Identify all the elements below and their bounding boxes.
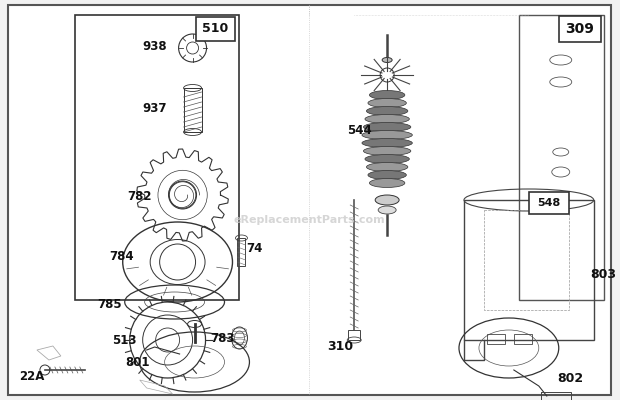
Text: 310: 310: [327, 340, 353, 352]
Bar: [514, 334, 532, 344]
Ellipse shape: [368, 98, 406, 108]
Bar: [519, 15, 604, 300]
Ellipse shape: [365, 154, 409, 164]
Text: 513: 513: [112, 334, 137, 346]
Text: 782: 782: [128, 190, 152, 202]
Bar: [487, 334, 505, 344]
Text: 803: 803: [591, 268, 617, 282]
Text: eReplacementParts.com: eReplacementParts.com: [234, 215, 385, 225]
Bar: [184, 88, 202, 132]
Ellipse shape: [366, 106, 408, 116]
Ellipse shape: [382, 58, 392, 62]
Text: 74: 74: [246, 242, 263, 254]
Ellipse shape: [366, 162, 408, 172]
Ellipse shape: [362, 130, 412, 140]
Bar: [195, 17, 236, 41]
Text: 938: 938: [143, 40, 167, 54]
Bar: [559, 16, 601, 42]
Text: 309: 309: [565, 22, 594, 36]
Ellipse shape: [378, 206, 396, 214]
Ellipse shape: [370, 178, 405, 188]
Text: 801: 801: [125, 356, 150, 368]
Bar: [237, 238, 246, 266]
Bar: [75, 15, 239, 300]
Ellipse shape: [363, 146, 411, 156]
Ellipse shape: [363, 122, 411, 132]
Text: 22A: 22A: [19, 370, 45, 382]
Text: 785: 785: [97, 298, 122, 310]
Ellipse shape: [368, 170, 406, 180]
Text: 784: 784: [109, 250, 134, 262]
Bar: [484, 210, 569, 310]
Ellipse shape: [365, 114, 409, 124]
Text: 544: 544: [347, 124, 371, 136]
Ellipse shape: [375, 195, 399, 205]
Text: 510: 510: [202, 22, 229, 36]
Text: 783: 783: [210, 332, 235, 344]
Bar: [464, 200, 594, 340]
Ellipse shape: [370, 90, 405, 100]
Bar: [541, 392, 571, 400]
Bar: [529, 192, 569, 214]
Text: 802: 802: [557, 372, 584, 384]
Bar: [348, 330, 360, 340]
Text: 548: 548: [537, 198, 560, 208]
Text: 937: 937: [143, 102, 167, 114]
Ellipse shape: [362, 138, 412, 148]
